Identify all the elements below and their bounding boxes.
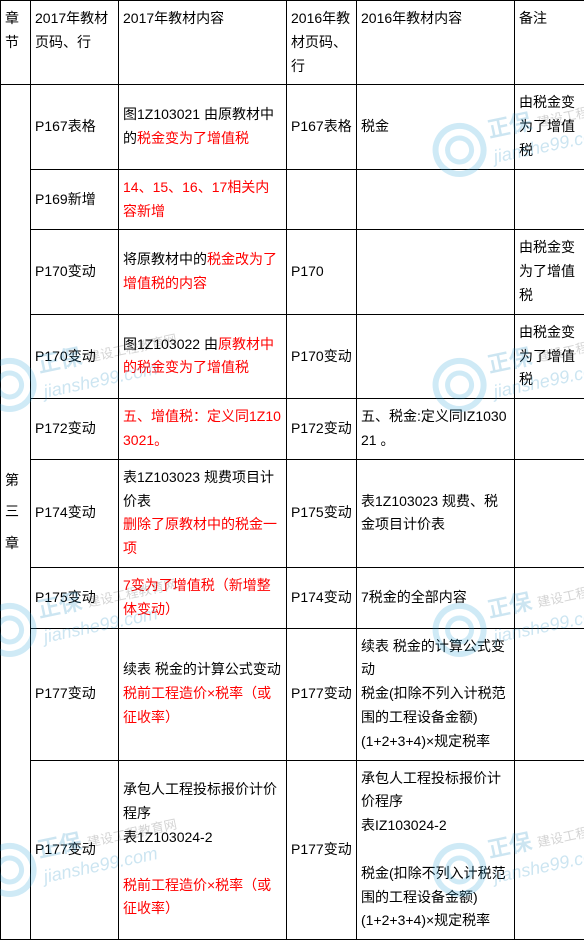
- cell-2016-page: [287, 169, 357, 230]
- cell-2017-page: P170变动: [31, 314, 119, 398]
- plain-text: 图1Z103022 由: [123, 336, 218, 352]
- table-row: P174变动表1Z103023 规费项目计价表删除了原教材中的税金一项P175变…: [1, 459, 584, 567]
- cell-remark: [515, 628, 584, 760]
- cell-2016-content: 五、税金:定义同IZ103021 。: [357, 399, 515, 460]
- chapter-char: 三: [5, 496, 26, 528]
- cell-2016-page: P175变动: [287, 459, 357, 567]
- cell-2016-content: 表1Z103023 规费、税金项目计价表: [357, 459, 515, 567]
- cell-2017-page: P169新增: [31, 169, 119, 230]
- highlight-text: 7变为了增值税（新增整体变动）: [123, 577, 271, 617]
- table-row: P177变动续表 税金的计算公式变动税前工程造价×税率（或征收率）P177变动续…: [1, 628, 584, 760]
- plain-text: (1+2+3+4)×规定税率: [361, 733, 490, 749]
- cell-2017-page: P167表格: [31, 85, 119, 169]
- cell-2016-page: P167表格: [287, 85, 357, 169]
- header-chapter: 章节: [1, 1, 31, 85]
- highlight-text: 税金变为了增值税: [137, 130, 249, 146]
- cell-2017-page: P170变动: [31, 230, 119, 314]
- plain-text: 表IZ103024-2: [361, 817, 447, 833]
- plain-text: 7税金的全部内容: [361, 589, 467, 605]
- plain-text: 承包人工程投标报价计价程序: [123, 781, 277, 821]
- highlight-text: 删除了原教材中的税金一项: [123, 516, 277, 556]
- table-row: 第三章P167表格图1Z103021 由原教材中的税金变为了增值税P167表格税…: [1, 85, 584, 169]
- plain-text: 续表 税金的计算公式变动: [123, 661, 281, 677]
- plain-text: 将原教材中的: [123, 251, 207, 267]
- plain-text: 表1Z103024-2: [123, 829, 213, 845]
- highlight-text: 14、15、16、17相关内容新增: [123, 179, 269, 219]
- cell-2016-content: 7税金的全部内容: [357, 567, 515, 628]
- cell-2017-page: P175变动: [31, 567, 119, 628]
- cell-2017-page: P174变动: [31, 459, 119, 567]
- table-header-row: 章节 2017年教材页码、行 2017年教材内容 2016年教材页码、行 201…: [1, 1, 584, 85]
- cell-2017-page: P177变动: [31, 628, 119, 760]
- cell-2017-content: 7变为了增值税（新增整体变动）: [119, 567, 287, 628]
- cell-2017-content: 图1Z103021 由原教材中的税金变为了增值税: [119, 85, 287, 169]
- cell-2016-content: [357, 230, 515, 314]
- header-2017-page: 2017年教材页码、行: [31, 1, 119, 85]
- cell-2017-content: 图1Z103022 由原教材中的税金变为了增值税: [119, 314, 287, 398]
- header-remark: 备注: [515, 1, 584, 85]
- highlight-text: 税前工程造价×税率（或征收率）: [123, 877, 271, 917]
- cell-remark: 由税金变为了增值税: [515, 85, 584, 169]
- plain-text: 续表 税金的计算公式变动: [361, 638, 505, 678]
- cell-2016-page: P174变动: [287, 567, 357, 628]
- cell-remark: 由税金变为了增值税: [515, 314, 584, 398]
- cell-2016-page: P177变动: [287, 628, 357, 760]
- cell-2017-content: 五、增值税：定义同1Z103021。: [119, 399, 287, 460]
- plain-text: 税金(扣除不列入计税范围的工程设备金额): [361, 685, 506, 725]
- cell-2017-content: 将原教材中的税金改为了增值税的内容: [119, 230, 287, 314]
- table-row: P170变动将原教材中的税金改为了增值税的内容P170 由税金变为了增值税: [1, 230, 584, 314]
- table-body: 第三章P167表格图1Z103021 由原教材中的税金变为了增值税P167表格税…: [1, 85, 584, 940]
- table-row: P172变动五、增值税：定义同1Z103021。P172变动五、税金:定义同IZ…: [1, 399, 584, 460]
- cell-2016-content: [357, 314, 515, 398]
- table-row: P175变动7变为了增值税（新增整体变动） P174变动7税金的全部内容: [1, 567, 584, 628]
- cell-2017-content: 表1Z103023 规费项目计价表删除了原教材中的税金一项: [119, 459, 287, 567]
- chapter-char: 第: [5, 465, 26, 497]
- cell-2016-content: 续表 税金的计算公式变动税金(扣除不列入计税范围的工程设备金额) (1+2+3+4…: [357, 628, 515, 760]
- cell-2016-content: 税金: [357, 85, 515, 169]
- plain-text: (1+2+3+4)×规定税率: [361, 912, 490, 928]
- plain-text: 五、税金:定义同IZ103021 。: [361, 408, 506, 448]
- highlight-text: 五、增值税：定义同1Z103021。: [123, 408, 281, 448]
- header-2016-content: 2016年教材内容: [357, 1, 515, 85]
- header-2016-page: 2016年教材页码、行: [287, 1, 357, 85]
- cell-remark: [515, 459, 584, 567]
- highlight-text: 税前工程造价×税率（或征收率）: [123, 685, 271, 725]
- plain-text: 表1Z103023 规费、税金项目计价表: [361, 493, 498, 533]
- cell-2016-content: [357, 169, 515, 230]
- cell-2016-page: P170变动: [287, 314, 357, 398]
- cell-2016-page: P170: [287, 230, 357, 314]
- plain-text: 税金: [361, 118, 389, 134]
- cell-2016-page: P172变动: [287, 399, 357, 460]
- cell-2017-page: P172变动: [31, 399, 119, 460]
- chapter-cell: 第三章: [1, 85, 31, 940]
- cell-remark: 由税金变为了增值税: [515, 230, 584, 314]
- plain-text: 表1Z103023 规费项目计价表: [123, 469, 274, 509]
- table-row: P169新增14、15、16、17相关内容新增: [1, 169, 584, 230]
- comparison-table: 章节 2017年教材页码、行 2017年教材内容 2016年教材页码、行 201…: [0, 0, 584, 940]
- table-row: P170变动图1Z103022 由原教材中的税金变为了增值税P170变动 由税金变…: [1, 314, 584, 398]
- cell-remark: [515, 399, 584, 460]
- cell-2017-content: 续表 税金的计算公式变动税前工程造价×税率（或征收率）: [119, 628, 287, 760]
- cell-2017-content: 14、15、16、17相关内容新增: [119, 169, 287, 230]
- plain-text: 承包人工程投标报价计价程序: [361, 770, 501, 810]
- chapter-char: 章: [5, 528, 26, 560]
- cell-remark: [515, 169, 584, 230]
- header-2017-content: 2017年教材内容: [119, 1, 287, 85]
- cell-remark: [515, 567, 584, 628]
- plain-text: 税金(扣除不列入计税范围的工程设备金额): [361, 865, 506, 905]
